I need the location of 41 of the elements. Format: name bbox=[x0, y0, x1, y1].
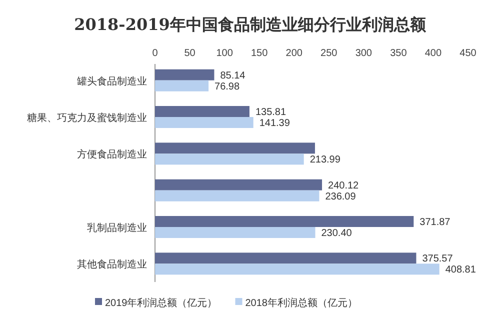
bar bbox=[155, 264, 440, 275]
legend-label: 2019年利润总额（亿元） bbox=[105, 297, 218, 309]
data-label: 408.81 bbox=[445, 264, 476, 276]
y-tick-label: 方便食品制造业 bbox=[77, 148, 147, 161]
data-label: 141.39 bbox=[259, 118, 290, 129]
x-tick-label: 250 bbox=[320, 48, 338, 59]
y-tick-label: 其他食品制造业 bbox=[77, 258, 147, 271]
data-label: 213.99 bbox=[310, 154, 341, 166]
bar bbox=[155, 190, 320, 202]
y-tick-label: 罐头食品制造业 bbox=[77, 75, 147, 88]
data-label: 375.57 bbox=[422, 254, 454, 265]
bar bbox=[155, 106, 250, 117]
bar bbox=[155, 154, 304, 165]
legend-label: 2018年利润总额（亿元） bbox=[245, 297, 358, 309]
data-label: 371.87 bbox=[420, 217, 451, 228]
chart-title: 2018-2019年中国食品制造业细分行业利润总额 bbox=[74, 15, 427, 34]
bar bbox=[155, 179, 322, 190]
x-tick-label: 200 bbox=[286, 48, 303, 59]
x-tick-label: 100 bbox=[216, 48, 234, 59]
y-tick-label: 糖果、巧克力及蜜饯制造业 bbox=[27, 112, 147, 124]
bar bbox=[155, 80, 209, 92]
bar bbox=[155, 216, 414, 227]
bar bbox=[155, 117, 254, 128]
x-tick-label: 350 bbox=[390, 48, 408, 59]
bar bbox=[155, 252, 416, 264]
bar bbox=[155, 227, 316, 238]
data-label: 85.14 bbox=[220, 70, 246, 82]
data-label: 135.81 bbox=[255, 107, 286, 118]
x-tick-label: 50 bbox=[184, 48, 196, 59]
x-tick-label: 300 bbox=[355, 48, 372, 59]
data-label: 236.09 bbox=[325, 191, 356, 202]
data-label: 230.40 bbox=[321, 228, 352, 239]
x-tick-label: 450 bbox=[460, 48, 477, 59]
y-tick-label: 乳制品制造业 bbox=[87, 222, 147, 234]
data-label: 240.12 bbox=[328, 180, 360, 192]
bar bbox=[155, 69, 214, 80]
x-tick-label: 400 bbox=[424, 48, 442, 59]
bar bbox=[155, 142, 315, 154]
x-tick-label: 150 bbox=[250, 48, 268, 59]
data-label: 76.98 bbox=[214, 81, 240, 92]
x-tick-label: 0 bbox=[152, 48, 158, 59]
